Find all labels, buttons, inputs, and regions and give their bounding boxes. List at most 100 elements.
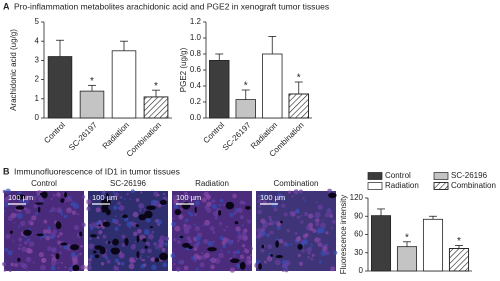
- micrograph-texture: [273, 207, 278, 212]
- micrograph-void: [41, 191, 48, 199]
- micrograph-texture: [59, 245, 62, 248]
- micrograph-texture: [40, 264, 46, 271]
- legend-label: Radiation: [385, 181, 419, 190]
- micrograph-texture: [33, 203, 38, 209]
- micrograph-texture: [3, 209, 6, 212]
- micrograph-texture: [232, 255, 235, 257]
- micrograph-void: [297, 243, 303, 250]
- y-axis-label: Arachidonic acid (ug/g): [9, 29, 18, 111]
- micrograph-texture: [183, 265, 189, 271]
- micrograph-texture: [178, 214, 184, 220]
- micrograph-texture: [164, 242, 168, 246]
- micrograph-texture: [255, 259, 261, 265]
- y-tick-label: 3: [35, 56, 40, 65]
- bar: [370, 215, 392, 272]
- y-tick-label: 1: [35, 94, 40, 103]
- micrograph-texture: [311, 253, 315, 257]
- micrograph-texture: [329, 213, 333, 216]
- micrograph-texture: [206, 201, 212, 207]
- micrograph-texture: [32, 261, 35, 264]
- micrograph-texture: [147, 255, 150, 258]
- micrograph-texture: [260, 218, 266, 224]
- micrograph-texture: [123, 198, 126, 200]
- micrograph-void: [218, 209, 222, 216]
- micrograph-texture: [281, 269, 285, 272]
- micrograph-texture: [330, 266, 336, 272]
- micrograph-texture: [174, 259, 176, 261]
- micrograph-void: [270, 253, 274, 257]
- micrograph-texture: [178, 260, 181, 264]
- micrograph: [254, 188, 338, 273]
- micrograph-texture: [250, 247, 253, 250]
- micrograph-texture: [223, 228, 226, 232]
- significance-mark: *: [405, 232, 409, 243]
- legend-label: Combination: [451, 181, 496, 190]
- y-tick-label: 60: [354, 230, 363, 239]
- micrograph-texture: [52, 229, 57, 234]
- micrograph-texture: [231, 240, 234, 243]
- micrograph-texture: [327, 188, 333, 194]
- image-label: SC-26196: [110, 179, 147, 188]
- micrograph-texture: [139, 256, 142, 259]
- micrograph-void: [280, 220, 283, 224]
- micrograph-texture: [42, 199, 45, 202]
- micrograph-texture: [302, 238, 309, 245]
- micrograph-texture: [187, 211, 191, 215]
- micrograph-texture: [239, 215, 244, 220]
- micrograph: [86, 189, 170, 272]
- bar: [47, 56, 73, 119]
- micrograph-texture: [80, 244, 84, 248]
- panel-title: Pro-inflammation metabolites arachidonic…: [14, 1, 329, 11]
- micrograph-texture: [129, 198, 132, 200]
- micrograph-texture: [222, 244, 227, 249]
- micrograph-texture: [50, 207, 56, 212]
- y-tick-label: 0.0: [190, 113, 202, 122]
- micrograph-texture: [8, 269, 12, 272]
- micrograph-texture: [25, 195, 29, 199]
- micrograph-texture: [204, 219, 211, 226]
- micrograph-void: [90, 234, 97, 238]
- micrograph-texture: [60, 212, 64, 216]
- micrograph-texture: [218, 252, 224, 259]
- micrograph-texture: [37, 196, 44, 202]
- micrograph-texture: [130, 189, 135, 194]
- micrograph-texture: [321, 219, 324, 222]
- micrograph-texture: [309, 226, 314, 231]
- micrograph-texture: [183, 225, 189, 231]
- micrograph-texture: [113, 205, 118, 210]
- micrograph-texture: [80, 264, 86, 270]
- y-tick-label: 2: [35, 75, 40, 84]
- micrograph-void: [194, 206, 197, 213]
- micrograph-texture: [211, 199, 216, 204]
- micrograph-texture: [294, 208, 300, 214]
- micrograph-texture: [284, 268, 289, 273]
- micrograph-texture: [249, 254, 252, 257]
- bar: [79, 90, 105, 119]
- micrograph-texture: [106, 259, 111, 264]
- micrograph-texture: [194, 223, 197, 226]
- micrograph-texture: [263, 245, 266, 247]
- micrograph-texture: [113, 265, 118, 271]
- micrograph-texture: [172, 217, 175, 220]
- micrograph-void: [245, 205, 251, 210]
- micrograph-texture: [227, 250, 231, 254]
- micrograph-texture: [286, 228, 290, 233]
- micrograph-texture: [14, 263, 19, 267]
- micrograph-texture: [86, 264, 92, 271]
- micrograph-texture: [95, 207, 101, 213]
- micrograph-texture: [179, 259, 185, 265]
- micrograph-texture: [201, 252, 204, 255]
- micrograph-void: [225, 201, 235, 210]
- micrograph-texture: [89, 237, 92, 241]
- micrograph-texture: [162, 262, 168, 268]
- micrograph-void: [103, 205, 109, 213]
- micrograph-texture: [41, 258, 46, 263]
- micrograph-texture: [96, 221, 100, 225]
- micrograph-texture: [267, 244, 273, 249]
- micrograph-texture: [331, 226, 334, 229]
- micrograph-texture: [156, 219, 162, 225]
- micrograph-texture: [110, 242, 113, 245]
- micrograph-texture: [175, 266, 181, 272]
- micrograph-texture: [43, 219, 48, 224]
